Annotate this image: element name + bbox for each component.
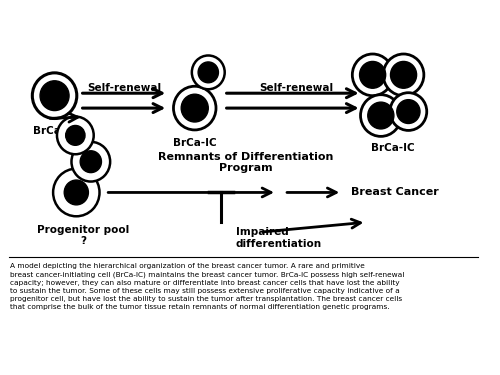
Circle shape [198,62,218,83]
Circle shape [40,81,69,111]
Text: BrCa-IC: BrCa-IC [32,126,76,136]
Circle shape [384,54,424,96]
Circle shape [368,102,394,129]
Circle shape [53,169,100,216]
Circle shape [360,95,401,136]
Circle shape [32,73,77,118]
Text: Progenitor pool
?: Progenitor pool ? [38,225,130,246]
Circle shape [352,54,393,96]
Text: Self-renewal: Self-renewal [88,83,162,93]
Circle shape [360,62,386,88]
Text: Remnants of Differentiation
Program: Remnants of Differentiation Program [158,152,333,174]
Circle shape [397,100,420,123]
Circle shape [390,62,416,88]
Circle shape [80,151,102,172]
Text: BrCa-IC: BrCa-IC [371,143,414,153]
Text: Self-renewal: Self-renewal [259,83,334,93]
Circle shape [72,142,110,182]
Circle shape [66,126,85,146]
Circle shape [390,93,427,130]
Circle shape [57,117,94,154]
Circle shape [181,94,208,122]
Text: Breast Cancer: Breast Cancer [352,188,439,198]
Circle shape [64,180,88,205]
Text: A model depicting the hierarchical organization of the breast cancer tumor. A ra: A model depicting the hierarchical organ… [10,263,404,310]
Circle shape [174,86,216,130]
Text: BrCa-IC: BrCa-IC [173,138,216,148]
Circle shape [192,56,224,89]
Text: Impaired
differentiation: Impaired differentiation [236,227,322,249]
